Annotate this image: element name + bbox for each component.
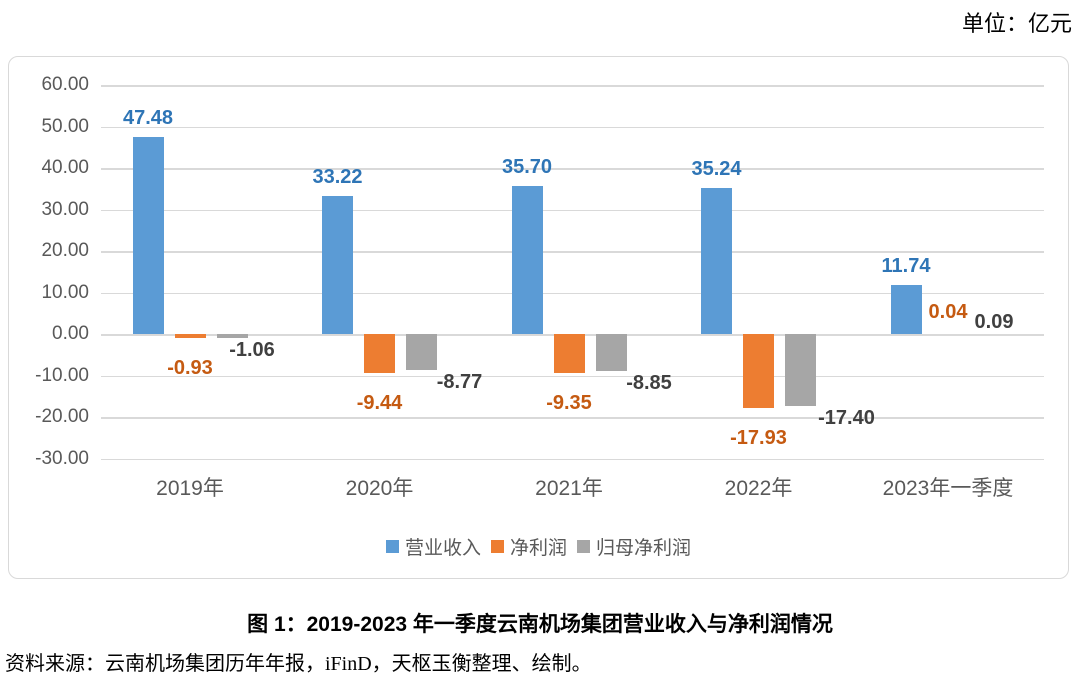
y-axis-tick-label: 60.00 — [41, 74, 89, 95]
gridline — [101, 168, 1044, 170]
bar-revenue — [890, 285, 922, 334]
value-label-net_profit: -0.93 — [167, 356, 213, 379]
legend-item-revenue: 营业收入 — [385, 533, 481, 560]
y-axis-tick-label: 50.00 — [41, 115, 89, 137]
bar-net_profit — [364, 334, 395, 374]
gridline — [101, 417, 1044, 419]
unit-label: 单位：亿元 — [961, 11, 1072, 36]
value-label-net_profit: -17.93 — [730, 427, 787, 450]
bar-revenue — [322, 196, 353, 334]
gridline — [101, 292, 1044, 294]
x-axis-label: 2019年 — [156, 476, 224, 500]
bar-net_profit — [553, 334, 585, 373]
value-label-net_profit: 0.04 — [928, 301, 968, 323]
gridline — [101, 458, 1044, 460]
y-axis-tick-label: 10.00 — [41, 281, 89, 303]
x-axis-label: 2022年 — [724, 476, 793, 500]
gridline — [101, 126, 1044, 128]
value-label-net_profit: -9.35 — [546, 391, 592, 414]
x-axis-label: 2021年 — [535, 476, 603, 500]
y-axis-tick-label: 30.00 — [41, 198, 89, 220]
value-label-parent_net_profit: -17.40 — [818, 407, 875, 430]
y-axis-tick-label: 0.00 — [52, 323, 89, 344]
bar-revenue — [701, 187, 732, 334]
gridline — [101, 85, 1044, 87]
bar-parent_net_profit — [785, 334, 816, 407]
source-note: 资料来源：云南机场集团历年年报，iFinD，天枢玉衡整理、绘制。 — [5, 653, 592, 675]
legend-swatch-icon — [490, 540, 504, 553]
legend-item-parent_net_profit: 归母净利润 — [577, 533, 691, 560]
value-label-revenue: 47.48 — [122, 106, 174, 129]
value-label-parent_net_profit: -8.77 — [436, 371, 483, 394]
bar-revenue — [132, 136, 164, 334]
y-axis-tick-label: -30.00 — [35, 447, 89, 469]
plot-area: 60.00 50.00 40.00 30.00 20.00 10.00 0.00 -10.00… — [9, 57, 1068, 578]
gridline — [101, 251, 1044, 253]
bar-net_profit — [174, 334, 206, 338]
value-label-net_profit: -9.44 — [356, 392, 403, 415]
chart-legend: 营业收入 净利润 归母净利润 — [9, 533, 1068, 560]
value-label-revenue: 33.22 — [312, 166, 363, 189]
y-axis-tick-label: 40.00 — [41, 157, 89, 178]
legend-item-net_profit: 净利润 — [490, 533, 567, 560]
x-axis-label: 2020年 — [345, 476, 414, 500]
bar-chart: 60.00 50.00 40.00 30.00 20.00 10.00 0.00 -10.00… — [8, 56, 1069, 579]
legend-label: 净利润 — [509, 538, 567, 559]
value-label-parent_net_profit: -1.06 — [229, 339, 275, 362]
legend-label: 归母净利润 — [596, 538, 692, 559]
value-label-parent_net_profit: 0.09 — [974, 311, 1014, 333]
value-label-revenue: 35.24 — [691, 157, 742, 180]
legend-swatch-icon — [385, 540, 399, 553]
y-axis-tick-label: -10.00 — [35, 364, 89, 386]
gridline — [101, 375, 1044, 377]
bar-parent_net_profit — [406, 334, 437, 371]
bar-parent_net_profit — [216, 334, 248, 339]
y-axis-tick-label: -20.00 — [35, 406, 89, 427]
figure-caption: 图 1：2019-2023 年一季度云南机场集团营业收入与净利润情况 — [247, 613, 833, 636]
value-label-revenue: 11.74 — [881, 255, 931, 278]
x-axis-label: 2023年一季度 — [882, 476, 1014, 500]
bar-net_profit — [743, 334, 774, 409]
legend-label: 营业收入 — [404, 538, 481, 559]
bar-revenue — [511, 185, 543, 334]
y-axis-tick-label: 20.00 — [41, 240, 89, 261]
value-label-revenue: 35.70 — [501, 155, 553, 178]
value-label-parent_net_profit: -8.85 — [626, 371, 672, 394]
gridline — [101, 209, 1044, 211]
bar-parent_net_profit — [595, 334, 627, 371]
legend-swatch-icon — [577, 540, 590, 553]
